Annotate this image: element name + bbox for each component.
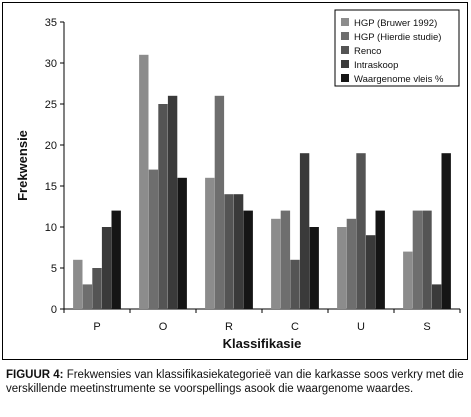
legend-label: Waargenome vleis %	[354, 74, 444, 85]
bar	[177, 177, 187, 309]
y-tick-label: 10	[45, 222, 57, 234]
y-tick-label: 15	[45, 181, 57, 193]
bar	[403, 251, 413, 309]
bar	[290, 259, 300, 309]
caption-text: Frekwensies van klassifikasiekategorieë …	[6, 369, 464, 395]
chart-frame	[2, 2, 468, 360]
x-tick-label: C	[291, 321, 299, 333]
x-tick-label: U	[357, 321, 365, 333]
bar	[158, 104, 168, 309]
bar-chart: 0 5 10 15 20 25 30 35 P O R C U S Klassifikasie Frekwen…	[15, 9, 461, 351]
y-tick-label: 20	[45, 140, 57, 152]
bar	[148, 169, 159, 309]
bar	[205, 177, 215, 309]
bar	[365, 235, 376, 309]
bar	[243, 210, 253, 309]
figure-caption: FIGUUR 4: Frekwensies van klassifikasiek…	[6, 368, 468, 396]
y-tick-label: 30	[45, 58, 57, 70]
legend-label: Intraskoop	[354, 60, 398, 71]
legend-label: Renco	[354, 46, 381, 57]
bar	[441, 153, 451, 309]
bar	[167, 95, 178, 309]
y-tick-label: 5	[51, 263, 57, 275]
legend-box	[334, 9, 460, 87]
bar	[233, 194, 244, 309]
legend-swatch	[341, 32, 349, 40]
bar	[422, 210, 432, 309]
x-tick-label: O	[159, 321, 168, 333]
bar	[139, 54, 149, 309]
x-axis-title: Klassifikasie	[223, 336, 302, 351]
x-tick-label: R	[225, 321, 233, 333]
legend-swatch	[341, 18, 349, 26]
bar	[375, 210, 385, 309]
bar	[214, 95, 225, 309]
bar	[412, 210, 423, 309]
bar	[280, 210, 291, 309]
caption-label: FIGUUR 4:	[6, 369, 64, 381]
bar	[101, 227, 112, 309]
bar	[309, 227, 319, 309]
legend-label: HGP (Hierdie studie)	[354, 32, 441, 43]
bar	[299, 153, 310, 309]
bar	[73, 259, 83, 309]
bar	[224, 194, 234, 309]
y-tick-label: 35	[45, 17, 57, 29]
legend-swatch	[341, 60, 349, 68]
bar	[271, 218, 281, 309]
bar	[337, 227, 347, 309]
y-axis-title: Frekwensie	[15, 130, 30, 201]
legend-swatch	[341, 46, 349, 54]
bar	[92, 268, 102, 309]
y-tick-label: 0	[51, 304, 57, 316]
legend-swatch	[341, 74, 349, 82]
bar	[82, 284, 93, 309]
bar	[356, 153, 366, 309]
x-tick-label: S	[423, 321, 430, 333]
bar	[346, 218, 357, 309]
x-tick-label: P	[93, 321, 100, 333]
bar	[111, 210, 121, 309]
legend-label: HGP (Bruwer 1992)	[354, 18, 437, 29]
bar	[431, 284, 442, 309]
y-tick-label: 25	[45, 99, 57, 111]
